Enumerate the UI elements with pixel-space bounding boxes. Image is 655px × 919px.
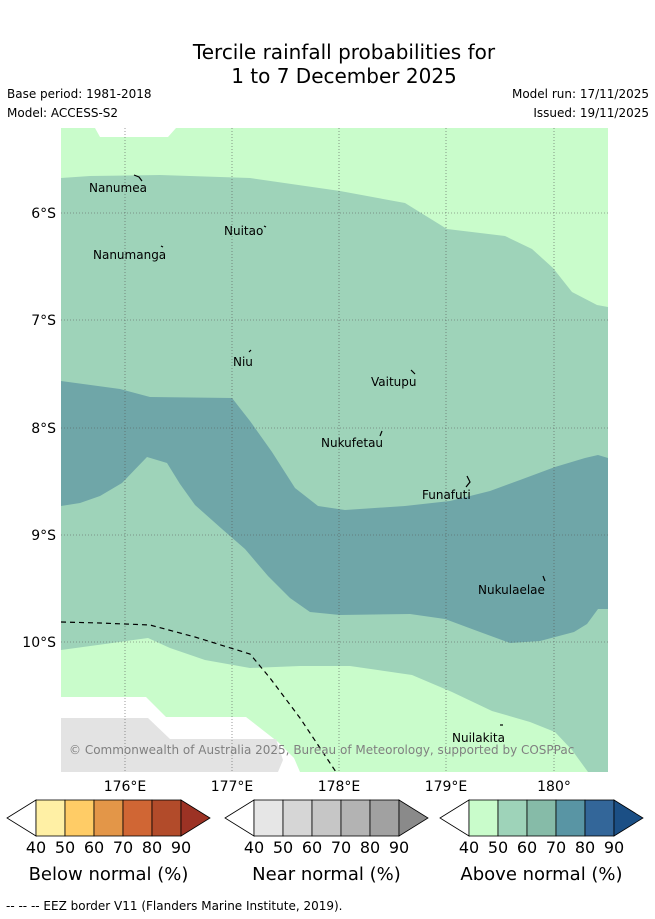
colorbar-1: 40 50 60 70 80 90 Below normal (%): [6, 799, 211, 885]
colorbar-tick-label: 80: [142, 838, 162, 857]
land-mask-area: [61, 718, 283, 772]
colorbar-tick-label: 60: [517, 838, 537, 857]
colorbar-3: 40 50 60 70 80 90 Above normal (%): [439, 799, 644, 885]
base-period: Base period: 1981-2018: [7, 87, 152, 101]
lon-label: 178°E: [318, 779, 361, 795]
lon-label: 180°: [537, 779, 571, 795]
colorbar-swatch: [526, 799, 557, 837]
island-label: Funafuti: [422, 488, 471, 502]
colorbar-extend-low: [439, 799, 470, 837]
lat-label: 7°S: [31, 313, 56, 329]
colorbar-tick-label: 50: [55, 838, 75, 857]
longitude-labels: 176°E 177°E 178°E 179°E 180°: [104, 779, 571, 795]
title-line-2: 1 to 7 December 2025: [231, 64, 457, 88]
colorbar-tick-label: 40: [244, 838, 264, 857]
colorbar-extend-high: [613, 799, 644, 837]
colorbar-tick-label: 70: [331, 838, 351, 857]
colorbar-swatch: [93, 799, 124, 837]
gridlines: [61, 128, 608, 772]
colorbar-tick-label: 80: [360, 838, 380, 857]
lat-label: 10°S: [22, 635, 56, 651]
colorbar-tick-label: 80: [575, 838, 595, 857]
colorbar-tick-label: 90: [604, 838, 624, 857]
colorbar-swatch: [64, 799, 95, 837]
colorbar-tick-label: 60: [84, 838, 104, 857]
model-run: Model run: 17/11/2025: [511, 87, 649, 101]
map-title: Tercile rainfall probabilities for 1 to …: [0, 40, 655, 88]
colorbar-extend-low: [6, 799, 37, 837]
colorbar-swatch: [311, 799, 342, 837]
colorbar-extend-high: [180, 799, 211, 837]
colorbar-swatch: [468, 799, 499, 837]
island-shape-nukufetau: [379, 430, 383, 437]
colorbar-tick-label: 40: [26, 838, 46, 857]
island-shape-funafuti: [465, 475, 471, 488]
eez-border-line: [60, 621, 337, 773]
latitude-labels: 6°S 7°S 8°S 9°S 10°S: [22, 206, 56, 651]
colorbar-tick-label: 90: [389, 838, 409, 857]
island-shape-nanumanga: [160, 245, 164, 248]
colorbar-tick-label: 70: [113, 838, 133, 857]
colorbar-swatch: [282, 799, 313, 837]
region-above-60-70: [61, 381, 608, 643]
island-shape-nanumea: [133, 174, 143, 182]
colorbar-extend-low: [224, 799, 255, 837]
copyright-text: © Commonwealth of Australia 2025, Bureau…: [69, 743, 574, 757]
lon-label: 176°E: [104, 779, 147, 795]
colorbar-tick-label: 90: [171, 838, 191, 857]
lat-label: 9°S: [31, 528, 56, 544]
title-line-1: Tercile rainfall probabilities for: [192, 40, 496, 64]
island-label: Nanumanga: [93, 248, 166, 262]
model-name: Model: ACCESS-S2: [7, 106, 119, 120]
colorbar-legends: 40 50 60 70 80 90 Below normal (%) 40 50 60 70 80 90…: [6, 799, 644, 885]
island-shape-niu: [248, 349, 252, 353]
island-label: Nuitao: [224, 224, 263, 238]
colorbar-tick-label: 60: [302, 838, 322, 857]
colorbar-swatch: [555, 799, 586, 837]
island-label: Nukulaelae: [478, 583, 545, 597]
map-fill-layers: [61, 128, 608, 772]
colorbar-title: Near normal (%): [252, 864, 401, 885]
island-outlines: [133, 174, 546, 726]
island-shape-nuitao: [263, 225, 267, 228]
island-labels: Nanumea Nuitao Nanumanga Niu Vaitupu Nuk…: [89, 181, 545, 745]
island-label: Niu: [233, 355, 253, 369]
colorbar-swatch: [253, 799, 284, 837]
island-shape-nukulaelae: [542, 575, 546, 582]
colorbar-swatch: [584, 799, 615, 837]
colorbar-swatch: [497, 799, 528, 837]
lat-label: 8°S: [31, 421, 56, 437]
lon-label: 179°E: [425, 779, 468, 795]
colorbar-swatch: [340, 799, 371, 837]
colorbar-extend-high: [398, 799, 429, 837]
colorbar-swatch: [122, 799, 153, 837]
island-label: Nanumea: [89, 181, 147, 195]
lat-label: 6°S: [31, 206, 56, 222]
colorbar-swatch: [369, 799, 400, 837]
colorbar-swatch: [35, 799, 66, 837]
colorbar-title: Below normal (%): [29, 864, 189, 885]
colorbar-tick-label: 70: [546, 838, 566, 857]
colorbar-swatch: [151, 799, 182, 837]
issued-date: Issued: 19/11/2025: [533, 106, 649, 120]
colorbar-2: 40 50 60 70 80 90 Near normal (%): [224, 799, 429, 885]
island-label: Nuilakita: [452, 731, 505, 745]
lon-label: 177°E: [211, 779, 254, 795]
island-shape-vaitupu: [410, 369, 416, 375]
colorbar-tick-label: 50: [488, 838, 508, 857]
island-label: Nukufetau: [321, 436, 383, 450]
island-label: Vaitupu: [371, 375, 417, 389]
colorbar-title: Above normal (%): [460, 864, 622, 885]
colorbar-tick-label: 50: [273, 838, 293, 857]
eez-footnote: -- -- -- EEZ border V11 (Flanders Marine…: [6, 899, 343, 913]
colorbar-tick-label: 40: [459, 838, 479, 857]
